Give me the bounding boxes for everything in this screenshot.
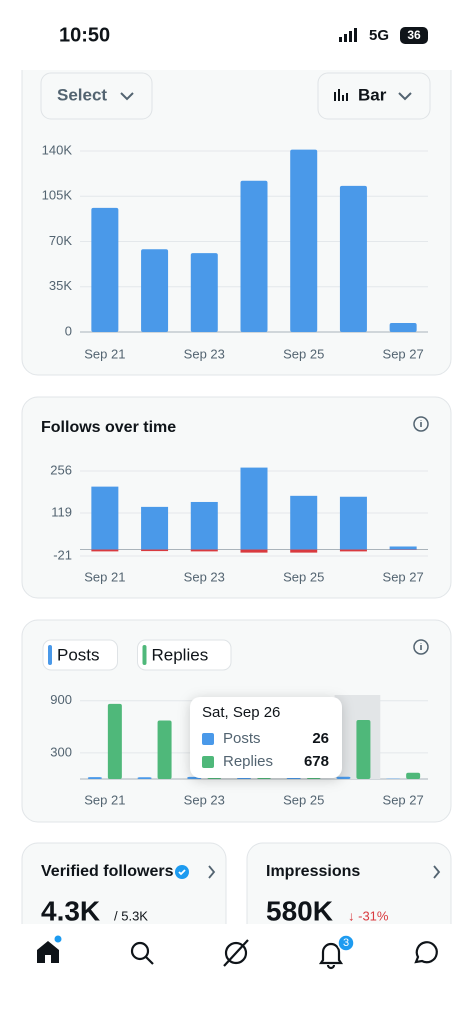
bar-segment xyxy=(141,506,169,550)
tooltip-title: Sat, Sep 26 xyxy=(202,704,280,721)
tooltip-value: 26 xyxy=(312,730,329,747)
bar xyxy=(389,322,417,332)
bar-segment xyxy=(290,495,318,550)
legend-label: Posts xyxy=(57,645,100,664)
y-tick-label: 256 xyxy=(50,462,72,477)
badge-count: 3 xyxy=(343,937,349,949)
stat-value: 580K xyxy=(266,895,333,926)
info-icon[interactable] xyxy=(413,416,429,432)
bar xyxy=(137,777,152,779)
stat-change: ↓ -31% xyxy=(348,908,389,923)
y-tick-label: 105K xyxy=(42,188,73,203)
x-tick-label: Sep 21 xyxy=(84,346,125,361)
bar xyxy=(141,249,169,332)
bar-segment xyxy=(290,549,318,553)
home-icon[interactable] xyxy=(37,941,59,963)
legend-swatch xyxy=(142,645,147,665)
x-tick-label: Sep 23 xyxy=(184,346,225,361)
chevron xyxy=(398,92,412,101)
x-tick-label: Sep 25 xyxy=(283,569,324,584)
y-tick-label: 35K xyxy=(49,278,72,293)
info-icon[interactable] xyxy=(413,639,429,655)
chevron[interactable] xyxy=(208,865,216,879)
bar xyxy=(290,149,318,332)
bar xyxy=(339,185,367,332)
bar-segment xyxy=(91,486,119,550)
bar-segment xyxy=(339,496,367,550)
select-label: Select xyxy=(57,85,107,104)
messages-icon[interactable] xyxy=(414,941,438,964)
bar-segment xyxy=(141,549,169,552)
bar-icon xyxy=(334,89,348,101)
time: 10:50 xyxy=(59,24,110,46)
grok-icon[interactable] xyxy=(223,939,249,967)
legend-chip[interactable] xyxy=(137,639,232,671)
bar-segment xyxy=(339,549,367,552)
bar-segment xyxy=(190,501,218,550)
home-dot xyxy=(54,935,62,943)
header xyxy=(0,0,473,70)
tooltip-swatch xyxy=(202,733,214,745)
x-tick-label: Sep 27 xyxy=(383,569,424,584)
x-tick-label: Sep 21 xyxy=(84,569,125,584)
y-tick-label: 900 xyxy=(50,692,72,707)
select-dropdown[interactable] xyxy=(40,72,153,120)
tooltip-swatch xyxy=(202,756,214,768)
chart-title: Follows over time xyxy=(41,419,176,436)
tooltip-label: Posts xyxy=(223,730,261,747)
bar-segment xyxy=(240,467,268,550)
chevron xyxy=(120,92,134,101)
y-tick-label: -21 xyxy=(53,547,72,562)
stat-value: 4.3K xyxy=(41,895,100,926)
tooltip xyxy=(190,697,342,778)
battery-level: 36 xyxy=(407,28,421,42)
network: 5G xyxy=(369,27,389,44)
stat-total: / 5.3K xyxy=(114,908,148,923)
tooltip-label: Replies xyxy=(223,753,273,770)
chart-type-label: Bar xyxy=(358,85,387,104)
legend-swatch xyxy=(48,645,52,665)
y-tick-label: 140K xyxy=(42,142,73,157)
bell-icon[interactable] xyxy=(318,942,344,970)
search-icon[interactable] xyxy=(130,941,154,965)
bar xyxy=(91,207,119,332)
stat-label: Verified followers xyxy=(41,863,174,880)
y-tick-label: 300 xyxy=(50,744,72,759)
bar xyxy=(87,777,102,779)
bar-segment xyxy=(91,549,119,552)
x-tick-label: Sep 23 xyxy=(184,792,225,807)
bottom-nav xyxy=(0,924,473,1024)
legend-label: Replies xyxy=(152,645,209,664)
x-tick-label: Sep 27 xyxy=(383,346,424,361)
x-tick-label: Sep 25 xyxy=(283,346,324,361)
bar xyxy=(157,720,172,779)
bar-segment xyxy=(389,546,417,550)
bar xyxy=(107,703,122,779)
legend-chip[interactable] xyxy=(42,639,118,671)
stat-label: Impressions xyxy=(266,863,360,880)
y-tick-label: 70K xyxy=(49,233,72,248)
x-tick-label: Sep 23 xyxy=(184,569,225,584)
bar xyxy=(336,776,351,779)
y-tick-label: 0 xyxy=(65,323,72,338)
bar-segment xyxy=(240,549,268,553)
x-tick-label: Sep 27 xyxy=(383,792,424,807)
signal-icon xyxy=(339,28,357,42)
bar-segment xyxy=(190,549,218,552)
x-tick-label: Sep 25 xyxy=(283,792,324,807)
check xyxy=(178,869,186,876)
chevron[interactable] xyxy=(433,865,441,879)
bar xyxy=(240,180,268,332)
chart-type-dropdown[interactable] xyxy=(317,72,431,120)
bar xyxy=(356,720,371,779)
bar xyxy=(406,772,421,779)
tooltip-value: 678 xyxy=(304,753,329,770)
bar xyxy=(190,253,218,332)
y-tick-label: 119 xyxy=(51,504,72,519)
x-tick-label: Sep 21 xyxy=(84,792,125,807)
battery xyxy=(400,27,428,44)
notification-badge xyxy=(337,934,355,952)
